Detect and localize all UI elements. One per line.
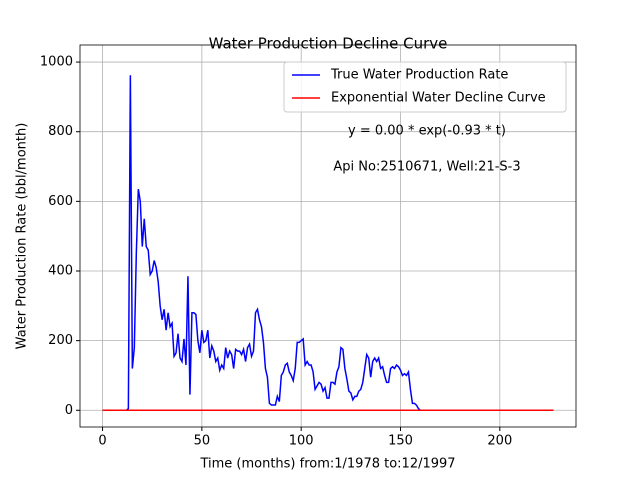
y-tick-label: 1000 bbox=[40, 55, 73, 70]
x-tick-label: 0 bbox=[98, 434, 106, 449]
chart-title: Water Production Decline Curve bbox=[209, 35, 448, 53]
legend-box bbox=[283, 61, 567, 113]
x-tick-label: 100 bbox=[289, 434, 314, 449]
x-tick-label: 200 bbox=[487, 434, 512, 449]
x-tick-label: 150 bbox=[388, 434, 413, 449]
legend-label: Exponential Water Decline Curve bbox=[331, 91, 546, 106]
y-tick-label: 400 bbox=[48, 263, 73, 278]
y-axis-label: Water Production Rate (bbl/month) bbox=[15, 123, 30, 350]
y-tick-label: 800 bbox=[48, 124, 73, 139]
annotation: Api No:2510671, Well:21-S-3 bbox=[333, 160, 520, 175]
y-tick-label: 600 bbox=[48, 194, 73, 209]
series-line bbox=[102, 75, 554, 412]
x-axis-label: Time (months) from:1/1978 to:12/1997 bbox=[199, 457, 455, 472]
plot-frame bbox=[79, 44, 577, 428]
annotation: y = 0.00 * exp(-0.93 * t) bbox=[348, 124, 506, 139]
y-tick-label: 200 bbox=[48, 333, 73, 348]
legend-label: True Water Production Rate bbox=[330, 68, 508, 83]
y-tick-label: 0 bbox=[65, 403, 73, 418]
x-tick-label: 50 bbox=[194, 434, 211, 449]
